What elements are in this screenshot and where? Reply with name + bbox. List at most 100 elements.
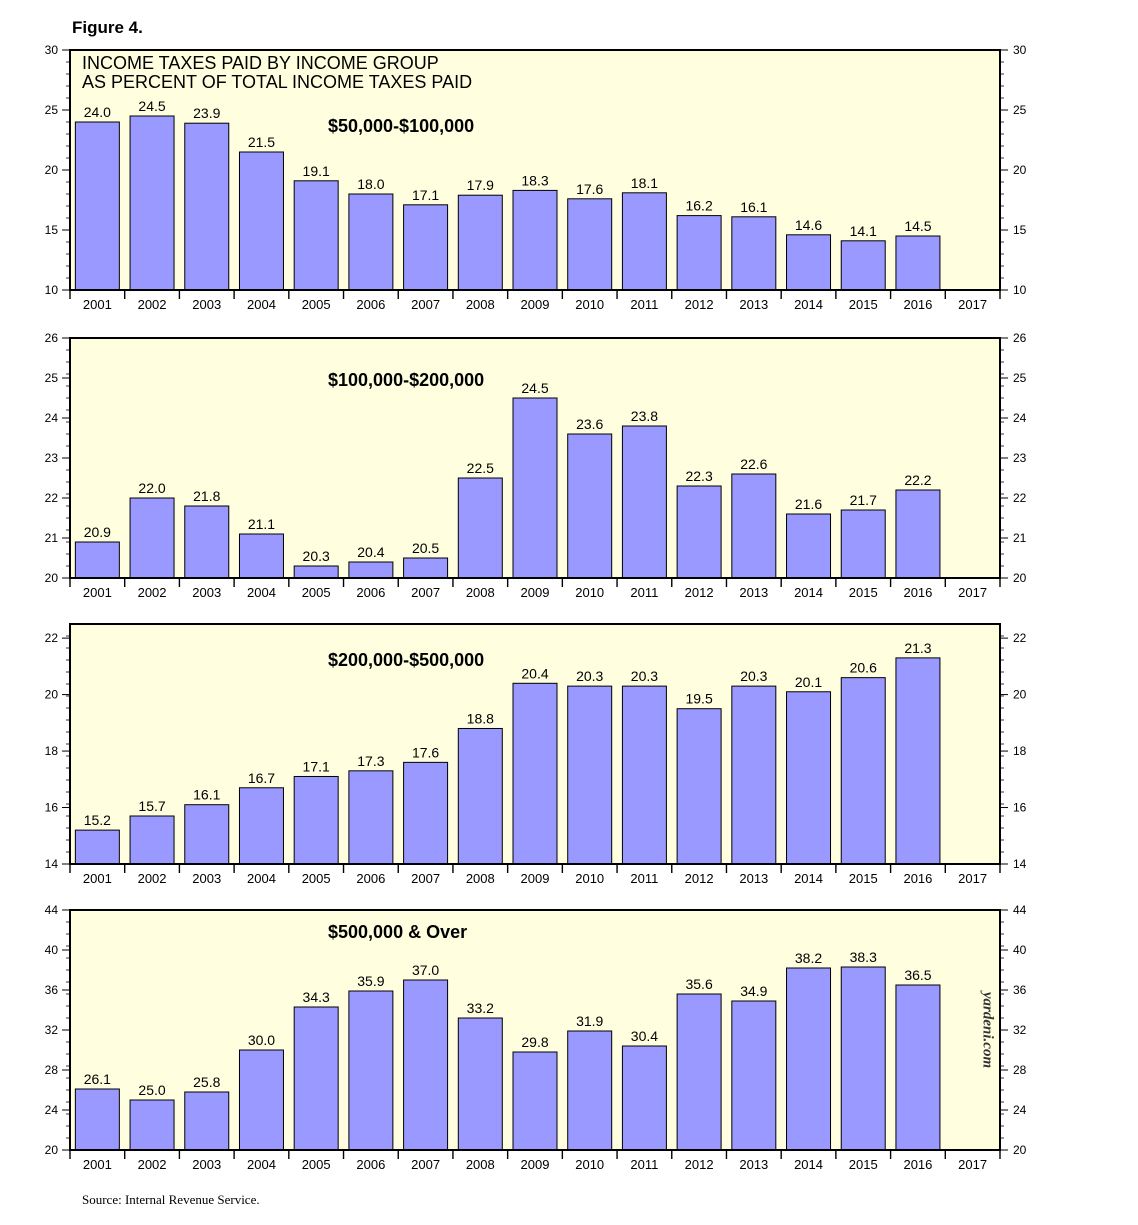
- panel-label: $50,000-$100,000: [328, 116, 474, 136]
- y-tick-label-left: 15: [45, 223, 59, 237]
- bar-2015: [840, 966, 886, 1151]
- bar-2010: [567, 433, 613, 579]
- x-tick-label-2007: 2007: [411, 1157, 440, 1172]
- bar-2006: [348, 561, 394, 579]
- bar-2002: [129, 115, 175, 291]
- data-label-2014: 14.6: [795, 217, 822, 233]
- data-label-2010: 20.3: [576, 668, 603, 684]
- x-tick-label-2012: 2012: [685, 585, 714, 600]
- data-label-2003: 23.9: [193, 105, 220, 121]
- data-label-2016: 21.3: [904, 640, 931, 656]
- y-tick-label-right: 25: [1013, 371, 1027, 385]
- y-tick-label-right: 20: [1013, 571, 1027, 585]
- data-label-2009: 18.3: [521, 172, 548, 188]
- x-tick-label-2012: 2012: [685, 297, 714, 312]
- x-tick-label-2013: 2013: [739, 871, 768, 886]
- x-tick-label-2007: 2007: [411, 297, 440, 312]
- bar-2006: [348, 193, 394, 291]
- x-tick-label-2008: 2008: [466, 871, 495, 886]
- x-tick-label-2016: 2016: [903, 871, 932, 886]
- y-tick-label-right: 21: [1013, 531, 1027, 545]
- bar-2004: [238, 151, 284, 291]
- bar-2016: [895, 984, 941, 1151]
- bar-2016: [895, 235, 941, 291]
- x-tick-label-2006: 2006: [356, 585, 385, 600]
- data-label-2002: 25.0: [138, 1082, 165, 1098]
- bar-2004: [238, 533, 284, 579]
- x-tick-label-2005: 2005: [302, 871, 331, 886]
- x-tick-label-2010: 2010: [575, 871, 604, 886]
- x-tick-label-2011: 2011: [630, 871, 658, 886]
- bar-2003: [184, 505, 230, 579]
- y-tick-label-right: 44: [1013, 903, 1027, 917]
- x-tick-label-2009: 2009: [521, 297, 550, 312]
- bar-2014: [786, 967, 832, 1151]
- y-tick-label-left: 24: [45, 1103, 59, 1117]
- x-tick-label-2012: 2012: [685, 871, 714, 886]
- y-tick-label-right: 32: [1013, 1023, 1027, 1037]
- data-label-2006: 35.9: [357, 973, 384, 989]
- data-label-2004: 30.0: [248, 1032, 275, 1048]
- data-label-2012: 16.2: [685, 198, 712, 214]
- y-tick-label-right: 30: [1013, 43, 1027, 57]
- y-tick-label-right: 24: [1013, 1103, 1027, 1117]
- panel-label: $100,000-$200,000: [328, 370, 484, 390]
- y-tick-label-right: 28: [1013, 1063, 1027, 1077]
- data-label-2008: 18.8: [467, 710, 494, 726]
- panel-frame: [69, 623, 1001, 865]
- x-tick-label-2017: 2017: [958, 297, 987, 312]
- y-tick-label-left: 10: [45, 283, 59, 297]
- y-tick-label-left: 30: [45, 43, 59, 57]
- x-tick-label-2012: 2012: [685, 1157, 714, 1172]
- panel-label: $500,000 & Over: [328, 922, 467, 942]
- y-tick-label-right: 16: [1013, 801, 1027, 815]
- bar-2007: [403, 557, 449, 579]
- y-tick-label-left: 20: [45, 1143, 59, 1157]
- x-tick-label-2016: 2016: [903, 585, 932, 600]
- y-tick-label-left: 36: [45, 983, 59, 997]
- panel-3: 14 14 16 16 18 18 20 20 22 22 15.2 15.7 16.1 16.7 17.1…: [45, 623, 1027, 886]
- bar-2003: [184, 122, 230, 291]
- y-tick-label-left: 14: [45, 857, 59, 871]
- data-label-2013: 22.6: [740, 456, 767, 472]
- data-label-2005: 34.3: [303, 989, 330, 1005]
- y-tick-label-left: 22: [45, 631, 59, 645]
- x-tick-label-2015: 2015: [849, 1157, 878, 1172]
- data-label-2004: 21.1: [248, 516, 275, 532]
- data-label-2001: 26.1: [84, 1071, 111, 1087]
- data-label-2009: 20.4: [521, 665, 548, 681]
- y-tick-label-right: 22: [1013, 631, 1027, 645]
- data-label-2001: 15.2: [84, 812, 111, 828]
- panel-frame: [69, 49, 1001, 291]
- x-tick-label-2001: 2001: [83, 297, 112, 312]
- bar-2016: [895, 489, 941, 579]
- bar-2005: [293, 180, 339, 291]
- data-label-2005: 17.1: [303, 758, 330, 774]
- y-tick-label-right: 24: [1013, 411, 1027, 425]
- data-label-2013: 20.3: [740, 668, 767, 684]
- x-tick-label-2014: 2014: [794, 297, 823, 312]
- x-tick-label-2004: 2004: [247, 297, 276, 312]
- x-tick-label-2016: 2016: [903, 297, 932, 312]
- x-tick-label-2007: 2007: [411, 585, 440, 600]
- bar-2005: [293, 1006, 339, 1151]
- data-label-2009: 24.5: [521, 380, 548, 396]
- chart-subtitle: AS PERCENT OF TOTAL INCOME TAXES PAID: [82, 72, 472, 92]
- bar-2011: [621, 425, 667, 579]
- x-tick-label-2014: 2014: [794, 585, 823, 600]
- bar-2008: [457, 727, 503, 865]
- x-tick-label-2005: 2005: [302, 585, 331, 600]
- data-label-2013: 16.1: [740, 199, 767, 215]
- data-label-2013: 34.9: [740, 983, 767, 999]
- y-tick-label-left: 20: [45, 688, 59, 702]
- y-tick-label-left: 16: [45, 801, 59, 815]
- data-label-2002: 24.5: [138, 98, 165, 114]
- data-label-2005: 19.1: [303, 163, 330, 179]
- x-tick-label-2004: 2004: [247, 1157, 276, 1172]
- data-label-2001: 20.9: [84, 524, 111, 540]
- data-label-2003: 16.1: [193, 787, 220, 803]
- y-tick-label-left: 26: [45, 331, 59, 345]
- y-tick-label-right: 20: [1013, 1143, 1027, 1157]
- data-label-2015: 20.6: [850, 660, 877, 676]
